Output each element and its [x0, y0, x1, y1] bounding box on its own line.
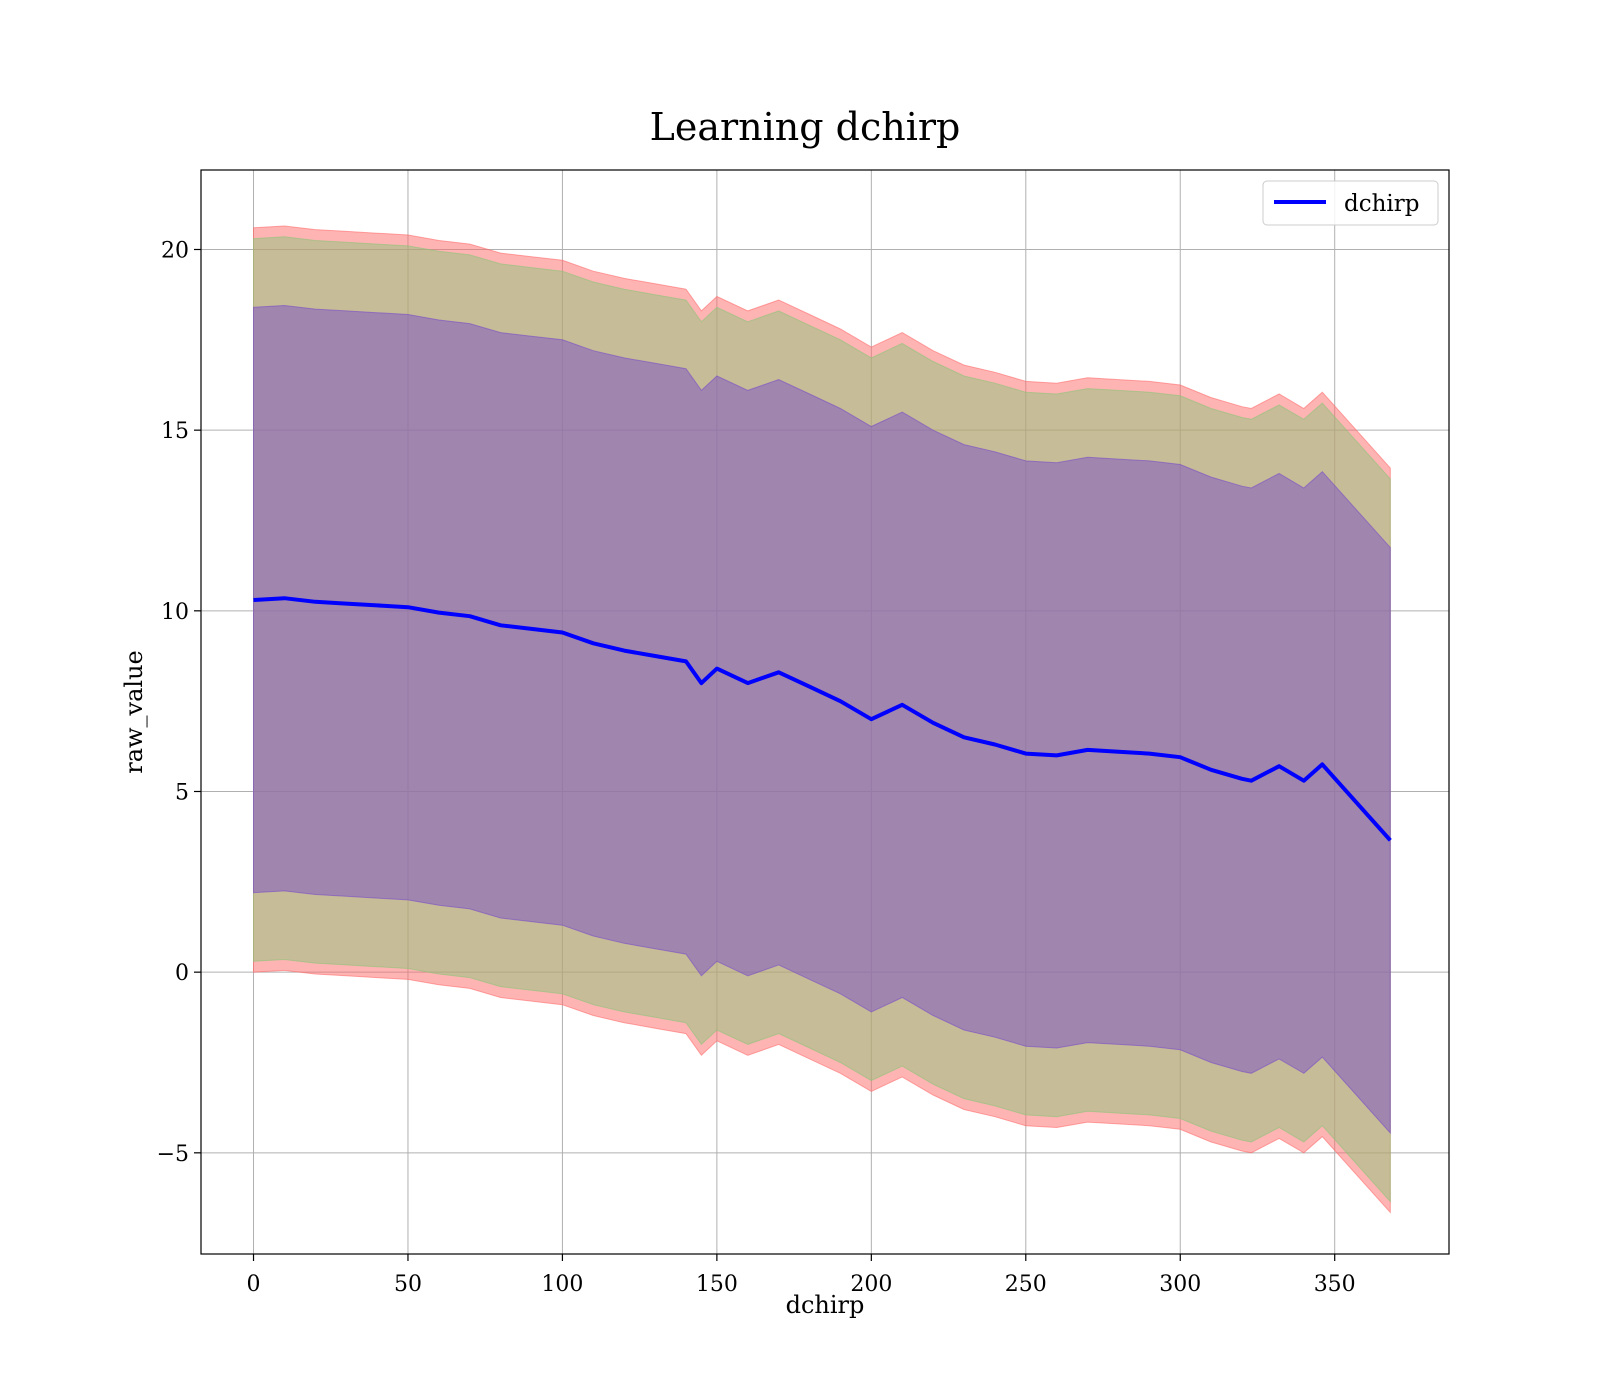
- x-tick-label: 100: [541, 1272, 583, 1297]
- x-tick-label: 200: [850, 1272, 892, 1297]
- legend-box: [1262, 180, 1439, 226]
- series-lines: [253, 596, 1392, 842]
- x-tick-label: 150: [696, 1272, 738, 1297]
- ticks: 0 50 100 150 200 250 300 350 −5 0 5 10 15 20: [157, 238, 1356, 1297]
- y-axis-label: raw_value: [120, 650, 148, 774]
- y-tick-label: 0: [175, 961, 189, 986]
- x-tick-label: 350: [1314, 1272, 1356, 1297]
- series-line-dchirp: [253, 596, 1392, 842]
- legend: dchirp: [1262, 180, 1439, 226]
- confidence-band-2: [253, 304, 1391, 1135]
- bands: [253, 225, 1391, 1214]
- x-tick-label: 50: [394, 1272, 422, 1297]
- y-tick-label: 15: [161, 419, 189, 444]
- y-tick-label: 10: [161, 600, 189, 625]
- y-tick-label: −5: [157, 1142, 189, 1167]
- y-tick-label: 5: [175, 780, 189, 805]
- x-tick-label: 0: [247, 1272, 261, 1297]
- x-tick-label: 250: [1005, 1272, 1047, 1297]
- y-tick-label: 20: [161, 238, 189, 263]
- x-axis-label: dchirp: [786, 1291, 865, 1319]
- plot-frame: [200, 169, 1450, 1255]
- chart-title: Learning dchirp: [650, 105, 961, 149]
- x-tick-label: 300: [1159, 1272, 1201, 1297]
- legend-label: dchirp: [1344, 191, 1420, 217]
